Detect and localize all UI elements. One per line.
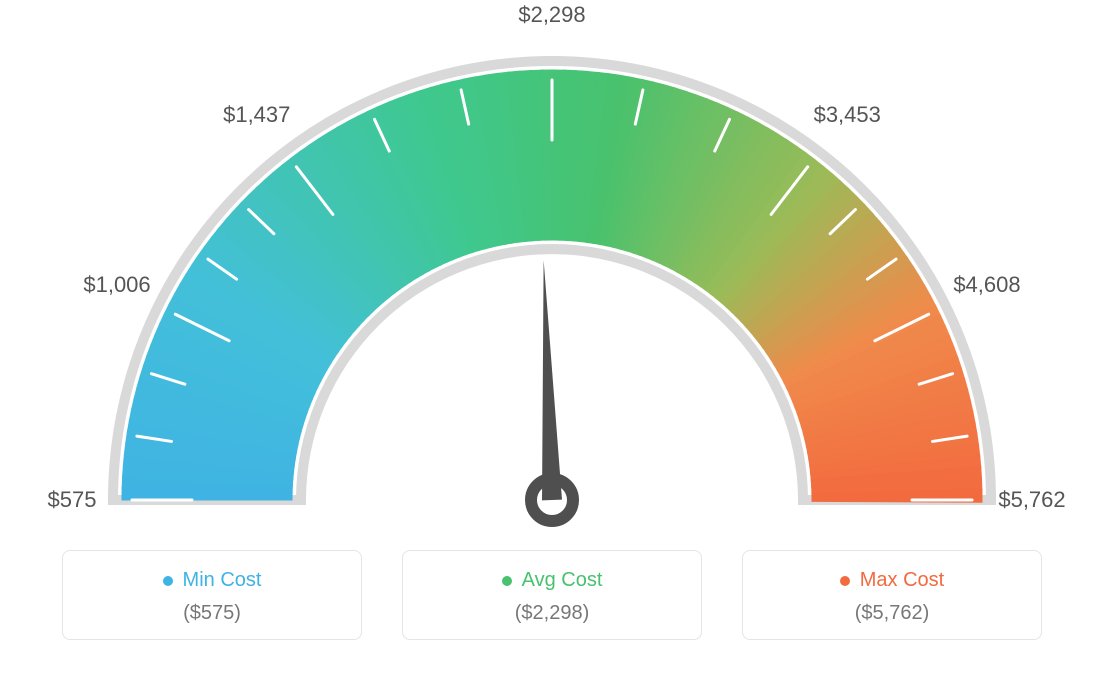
gauge-tick-label: $2,298 xyxy=(518,2,585,28)
legend-label: Min Cost xyxy=(183,569,262,592)
gauge-tick-label: $1,006 xyxy=(83,272,150,298)
gauge-chart: $575 $1,006 $1,437 $2,298 $3,453 $4,608 $5,762 xyxy=(0,0,1104,560)
legend-label: Avg Cost xyxy=(522,569,603,592)
legend-title-min: Min Cost xyxy=(163,569,262,592)
gauge-tick-label: $575 xyxy=(48,487,97,513)
legend-value: ($575) xyxy=(75,602,349,625)
legend-title-avg: Avg Cost xyxy=(502,569,603,592)
legend-title-max: Max Cost xyxy=(840,569,944,592)
legend-card-max: Max Cost ($5,762) xyxy=(742,550,1042,640)
legend-row: Min Cost ($575) Avg Cost ($2,298) Max Co… xyxy=(0,550,1104,640)
legend-value: ($5,762) xyxy=(755,602,1029,625)
legend-label: Max Cost xyxy=(860,569,944,592)
gauge-svg xyxy=(0,0,1104,560)
gauge-tick-label: $4,608 xyxy=(953,272,1020,298)
gauge-tick-label: $3,453 xyxy=(814,102,881,128)
gauge-tick-label: $5,762 xyxy=(998,487,1065,513)
dot-icon xyxy=(163,576,173,586)
legend-card-avg: Avg Cost ($2,298) xyxy=(402,550,702,640)
gauge-tick-label: $1,437 xyxy=(223,102,290,128)
dot-icon xyxy=(502,576,512,586)
legend-card-min: Min Cost ($575) xyxy=(62,550,362,640)
dot-icon xyxy=(840,576,850,586)
legend-value: ($2,298) xyxy=(415,602,689,625)
